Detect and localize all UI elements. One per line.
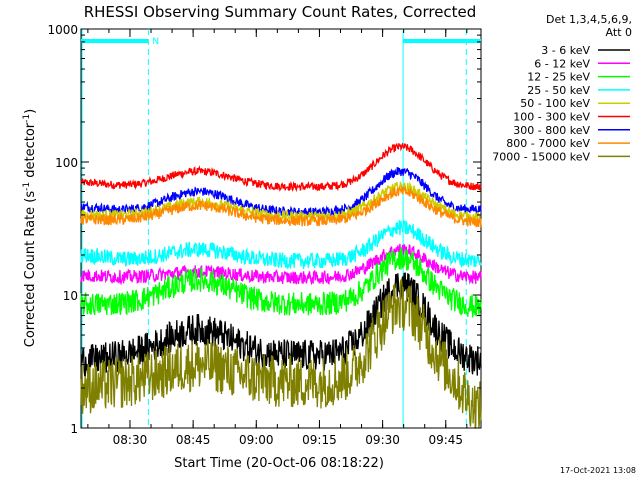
legend-entry-label: 12 - 25 keV <box>527 71 590 84</box>
x-tick-label: 08:45 <box>176 433 211 447</box>
series-line-7 <box>80 272 482 377</box>
legend-entry-label: 800 - 7000 keV <box>506 137 590 150</box>
series-line-8 <box>80 277 482 429</box>
legend-header-line2: Att 0 <box>606 26 632 39</box>
series-line-5 <box>80 243 482 286</box>
legend-entry-label: 7000 - 15000 keV <box>492 150 590 163</box>
series-line-1 <box>80 166 482 218</box>
x-tick-label: 09:00 <box>239 433 274 447</box>
y-tick-label: 10 <box>63 289 78 303</box>
x-axis-label: Start Time (20-Oct-06 08:18:22) <box>174 456 384 471</box>
chart-title: RHESSI Observing Summary Count Rates, Co… <box>84 3 477 21</box>
series-line-6 <box>80 247 482 318</box>
timestamp: 17-Oct-2021 13:08 <box>560 466 636 475</box>
y-axis-label-part1: Corrected Count Rate (s <box>23 191 38 348</box>
y-axis-label-part3: ) <box>23 109 38 114</box>
night-intervals: N <box>81 29 481 428</box>
legend-entry-label: 6 - 12 keV <box>534 57 590 70</box>
x-ticks: 08:30 08:45 09:00 09:15 09:30 09:45 <box>87 29 468 447</box>
legend-entry-label: 3 - 6 keV <box>541 44 590 57</box>
y-axis-label-part2: detector <box>23 122 38 182</box>
plot-area: N 08:30 08:45 09:00 09:15 09:30 09:45 1101001… <box>47 23 482 447</box>
series-line-3 <box>80 185 482 228</box>
y-axis-label-sup1: -1 <box>22 182 32 191</box>
legend-entry-label: 100 - 300 keV <box>513 111 590 124</box>
x-tick-label: 09:45 <box>428 433 463 447</box>
y-tick-label: 1 <box>70 422 78 436</box>
series-line-4 <box>80 220 482 269</box>
y-axis-label-sup2: -1 <box>22 114 32 123</box>
series-group <box>80 142 482 429</box>
x-tick-label: 08:30 <box>113 433 148 447</box>
y-tick-label: 100 <box>55 156 78 170</box>
plot-frame <box>80 28 482 429</box>
x-tick-label: 09:15 <box>302 433 337 447</box>
y-ticks: 1 10 100 1000 <box>47 23 481 436</box>
y-tick-label: 1000 <box>47 23 78 37</box>
legend-entry-label: 50 - 100 keV <box>520 97 590 110</box>
y-axis-label: Corrected Count Rate (s-1 detector-1) <box>22 109 38 347</box>
x-tick-label: 09:30 <box>365 433 400 447</box>
saa-flag-label: N <box>152 37 159 47</box>
legend-entry-label: 300 - 800 keV <box>513 124 590 137</box>
legend-entry-label: 25 - 50 keV <box>527 84 590 97</box>
legend-header-line1: Det 1,3,4,5,6,9, <box>546 13 632 26</box>
series-line-0 <box>80 142 482 193</box>
